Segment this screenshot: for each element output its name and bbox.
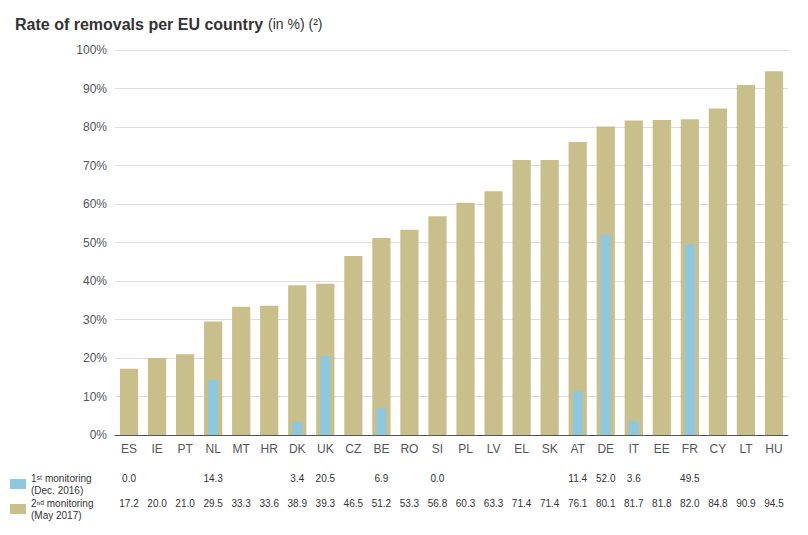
svg-text:0.0: 0.0 xyxy=(122,473,136,484)
svg-text:DK: DK xyxy=(289,442,306,456)
svg-text:3.6: 3.6 xyxy=(627,473,641,484)
svg-text:RO: RO xyxy=(400,442,418,456)
svg-text:94.5: 94.5 xyxy=(764,498,784,509)
svg-text:63.3: 63.3 xyxy=(484,498,504,509)
svg-text:90.9: 90.9 xyxy=(736,498,756,509)
svg-text:14.3: 14.3 xyxy=(203,473,223,484)
svg-text:38.9: 38.9 xyxy=(288,498,308,509)
svg-text:53.3: 53.3 xyxy=(400,498,420,509)
svg-text:46.5: 46.5 xyxy=(344,498,364,509)
svg-text:52.0: 52.0 xyxy=(596,473,616,484)
svg-text:IT: IT xyxy=(628,442,639,456)
svg-text:EL: EL xyxy=(514,442,529,456)
svg-text:PT: PT xyxy=(177,442,193,456)
svg-text:LV: LV xyxy=(487,442,501,456)
svg-text:Rate of removals per EU countr: Rate of removals per EU country xyxy=(15,16,263,33)
svg-text:MT: MT xyxy=(233,442,251,456)
svg-text:33.3: 33.3 xyxy=(231,498,251,509)
svg-text:DE: DE xyxy=(597,442,614,456)
svg-text:39.3: 39.3 xyxy=(316,498,336,509)
svg-text:UK: UK xyxy=(317,442,334,456)
svg-text:82.0: 82.0 xyxy=(680,498,700,509)
svg-text:76.1: 76.1 xyxy=(568,498,588,509)
svg-text:0.0: 0.0 xyxy=(431,473,445,484)
svg-text:84.8: 84.8 xyxy=(708,498,728,509)
svg-text:81.7: 81.7 xyxy=(624,498,644,509)
svg-text:71.4: 71.4 xyxy=(512,498,532,509)
svg-text:29.5: 29.5 xyxy=(203,498,223,509)
svg-text:SI: SI xyxy=(432,442,443,456)
svg-text:6.9: 6.9 xyxy=(374,473,388,484)
svg-text:70%: 70% xyxy=(83,159,107,173)
svg-text:90%: 90% xyxy=(83,82,107,96)
svg-text:100%: 100% xyxy=(76,43,107,57)
svg-text:10%: 10% xyxy=(83,390,107,404)
svg-text:LT: LT xyxy=(739,442,753,456)
svg-text:80.1: 80.1 xyxy=(596,498,616,509)
svg-text:HU: HU xyxy=(765,442,782,456)
svg-text:2ⁿᵈ monitoring: 2ⁿᵈ monitoring xyxy=(31,498,93,509)
svg-text:21.0: 21.0 xyxy=(175,498,195,509)
svg-text:71.4: 71.4 xyxy=(540,498,560,509)
svg-text:50%: 50% xyxy=(83,236,107,250)
svg-text:FR: FR xyxy=(682,442,698,456)
svg-text:(May 2017): (May 2017) xyxy=(31,510,82,521)
svg-text:ES: ES xyxy=(121,442,137,456)
svg-text:NL: NL xyxy=(205,442,221,456)
svg-text:0%: 0% xyxy=(90,428,108,442)
svg-text:11.4: 11.4 xyxy=(568,473,587,484)
svg-text:IE: IE xyxy=(151,442,162,456)
svg-text:51.2: 51.2 xyxy=(372,498,392,509)
svg-text:56.8: 56.8 xyxy=(428,498,448,509)
svg-text:17.2: 17.2 xyxy=(119,498,139,509)
svg-text:80%: 80% xyxy=(83,120,107,134)
svg-text:20.5: 20.5 xyxy=(316,473,336,484)
svg-text:60%: 60% xyxy=(83,197,107,211)
svg-text:81.8: 81.8 xyxy=(652,498,672,509)
svg-text:AT: AT xyxy=(570,442,585,456)
svg-text:(Dec. 2016): (Dec. 2016) xyxy=(31,485,83,496)
svg-text:60.3: 60.3 xyxy=(456,498,476,509)
svg-text:EE: EE xyxy=(654,442,670,456)
svg-text:1ˢᵗ monitoring: 1ˢᵗ monitoring xyxy=(31,473,92,484)
svg-text:20.0: 20.0 xyxy=(147,498,167,509)
svg-text:30%: 30% xyxy=(83,313,107,327)
svg-text:HR: HR xyxy=(261,442,279,456)
svg-text:BE: BE xyxy=(373,442,389,456)
svg-text:SK: SK xyxy=(542,442,558,456)
svg-text:PL: PL xyxy=(458,442,473,456)
svg-text:20%: 20% xyxy=(83,351,107,365)
svg-text:(in %) (²): (in %) (²) xyxy=(268,16,322,32)
svg-text:CZ: CZ xyxy=(345,442,361,456)
svg-text:3.4: 3.4 xyxy=(290,473,304,484)
svg-text:33.6: 33.6 xyxy=(259,498,279,509)
svg-text:49.5: 49.5 xyxy=(680,473,700,484)
svg-text:CY: CY xyxy=(710,442,727,456)
svg-text:40%: 40% xyxy=(83,274,107,288)
